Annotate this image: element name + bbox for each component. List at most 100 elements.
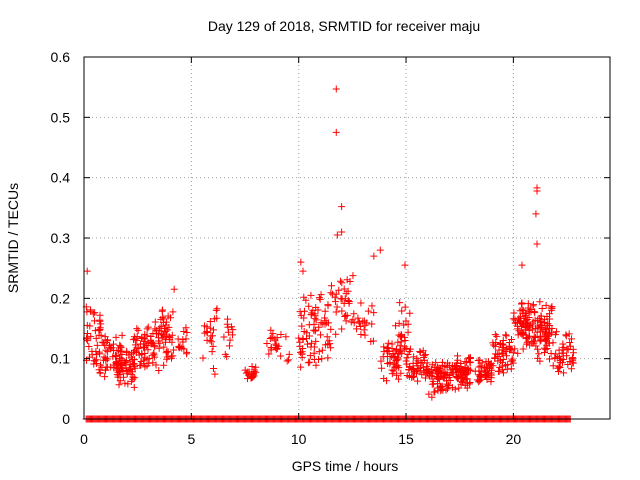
data-point-marker xyxy=(332,330,340,338)
data-point-marker xyxy=(397,347,405,355)
data-point-marker xyxy=(325,337,333,345)
data-point-marker xyxy=(312,316,320,324)
data-point-marker xyxy=(118,331,126,339)
data-point-marker xyxy=(224,315,232,323)
data-point-marker xyxy=(160,315,168,323)
data-point-marker xyxy=(174,335,182,343)
data-point-marker xyxy=(475,371,483,379)
data-point-marker xyxy=(395,375,403,383)
data-point-marker xyxy=(183,328,191,336)
data-point-marker xyxy=(303,329,311,337)
data-point-marker xyxy=(165,323,173,331)
data-point-marker xyxy=(518,299,526,307)
data-point-marker xyxy=(312,337,320,345)
data-point-marker xyxy=(378,364,386,372)
data-point-marker xyxy=(212,306,220,314)
data-point-marker xyxy=(401,333,409,341)
data-point-marker xyxy=(414,377,422,385)
data-point-marker xyxy=(87,307,95,315)
data-point-marker xyxy=(113,371,121,379)
data-point-marker xyxy=(564,346,572,354)
data-point-marker xyxy=(272,345,280,353)
data-point-marker xyxy=(400,321,408,329)
data-point-marker xyxy=(120,373,128,381)
data-point-marker xyxy=(180,327,188,335)
data-point-marker xyxy=(531,334,539,342)
data-point-marker xyxy=(123,349,131,357)
data-point-marker xyxy=(166,336,174,344)
data-point-marker xyxy=(502,332,510,340)
data-point-marker xyxy=(376,246,384,254)
y-tick-label: 0.2 xyxy=(51,290,71,306)
data-point-marker xyxy=(306,352,314,360)
data-point-marker xyxy=(309,306,317,314)
data-point-marker xyxy=(91,327,99,335)
data-point-marker xyxy=(151,325,159,333)
data-point-marker xyxy=(386,352,394,360)
data-point-marker xyxy=(299,335,307,343)
data-point-marker xyxy=(344,287,352,295)
data-point-marker xyxy=(518,305,526,313)
data-point-marker xyxy=(509,315,517,323)
data-point-marker xyxy=(549,362,557,370)
data-point-marker xyxy=(562,332,570,340)
axis-ticks: 0 5 10 15 20 0 0.1 0.2 0.3 0.4 0.5 0.6 xyxy=(51,49,610,447)
data-point-marker xyxy=(354,314,362,322)
data-point-marker xyxy=(357,299,365,307)
data-point-marker xyxy=(454,352,462,360)
data-point-marker xyxy=(410,353,418,361)
data-point-marker xyxy=(558,349,566,357)
data-point-marker xyxy=(95,366,103,374)
data-point-marker xyxy=(355,318,363,326)
data-point-marker xyxy=(429,377,437,385)
data-point-marker xyxy=(149,351,157,359)
data-point-marker xyxy=(282,333,290,341)
data-point-marker xyxy=(505,346,513,354)
data-point-marker xyxy=(356,322,364,330)
data-point-marker xyxy=(128,368,136,376)
data-point-marker xyxy=(131,364,139,372)
data-point-marker xyxy=(340,285,348,293)
data-point-marker xyxy=(213,305,221,313)
data-point-marker xyxy=(310,320,318,328)
data-point-marker xyxy=(510,309,518,317)
data-point-marker xyxy=(536,333,544,341)
data-point-marker xyxy=(96,316,104,324)
data-point-marker xyxy=(537,336,545,344)
data-point-marker xyxy=(145,359,153,367)
data-point-marker xyxy=(499,350,507,358)
data-point-marker xyxy=(83,267,91,275)
data-point-marker xyxy=(100,353,108,361)
data-point-marker xyxy=(315,348,323,356)
data-point-marker xyxy=(96,324,104,332)
y-tick-label: 0.1 xyxy=(51,351,71,367)
data-point-marker xyxy=(169,308,177,316)
data-point-marker xyxy=(162,349,170,357)
data-point-marker xyxy=(398,307,406,315)
data-point-marker xyxy=(542,301,550,309)
data-point-marker xyxy=(370,309,378,317)
data-point-marker xyxy=(463,384,471,392)
data-point-marker xyxy=(135,351,143,359)
y-tick-label: 0.6 xyxy=(51,49,71,65)
data-point-marker xyxy=(333,303,341,311)
data-point-marker xyxy=(455,368,463,376)
data-point-marker xyxy=(121,379,129,387)
data-point-marker xyxy=(418,371,426,379)
data-point-marker xyxy=(159,331,167,339)
data-point-marker xyxy=(496,340,504,348)
data-point-marker xyxy=(116,341,124,349)
data-point-marker xyxy=(556,364,564,372)
data-point-marker xyxy=(271,337,279,345)
data-point-marker xyxy=(402,344,410,352)
data-point-marker xyxy=(85,342,93,350)
data-point-marker xyxy=(338,228,346,236)
data-point-marker xyxy=(369,337,377,345)
data-point-marker xyxy=(323,333,331,341)
data-point-marker xyxy=(492,339,500,347)
data-point-marker xyxy=(353,325,361,333)
data-point-marker xyxy=(438,361,446,369)
data-point-marker xyxy=(384,344,392,352)
data-point-marker xyxy=(453,359,461,367)
